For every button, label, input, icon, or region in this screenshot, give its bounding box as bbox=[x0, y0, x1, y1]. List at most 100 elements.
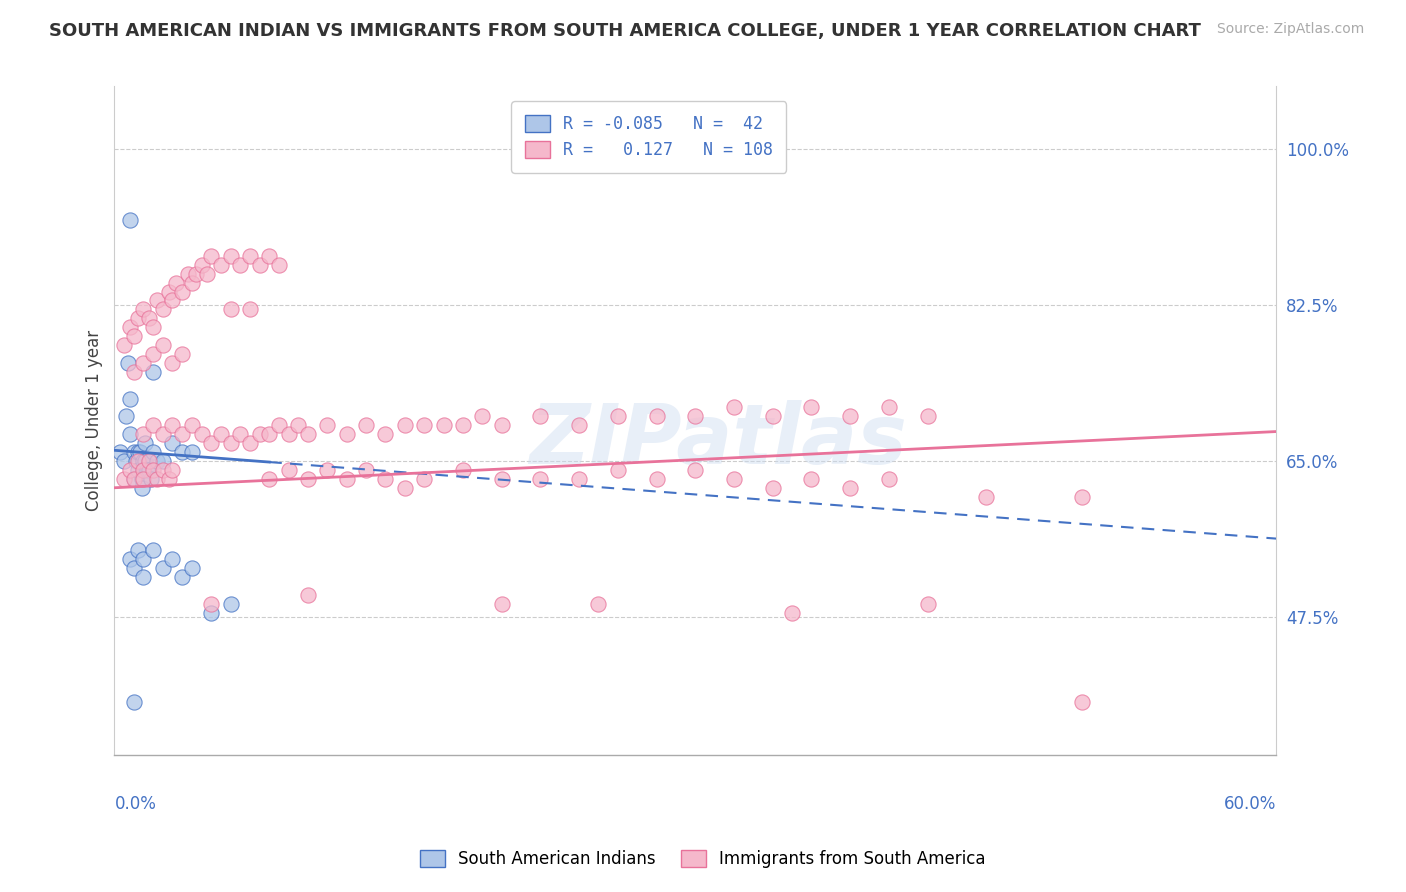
Point bbox=[471, 409, 494, 424]
Point bbox=[374, 472, 396, 486]
Point bbox=[127, 454, 149, 468]
Point bbox=[132, 356, 155, 370]
Point bbox=[172, 285, 194, 299]
Point bbox=[200, 606, 222, 620]
Point bbox=[157, 285, 180, 299]
Text: 60.0%: 60.0% bbox=[1223, 796, 1277, 814]
Point bbox=[219, 302, 242, 317]
Point bbox=[152, 454, 174, 468]
Point bbox=[142, 445, 165, 459]
Point bbox=[451, 418, 474, 433]
Point bbox=[239, 302, 262, 317]
Point bbox=[336, 472, 359, 486]
Point bbox=[131, 472, 153, 486]
Point bbox=[165, 276, 187, 290]
Point bbox=[146, 293, 169, 308]
Point bbox=[249, 258, 271, 272]
Legend: South American Indians, Immigrants from South America: South American Indians, Immigrants from … bbox=[413, 843, 993, 875]
Point bbox=[568, 472, 591, 486]
Point bbox=[190, 258, 212, 272]
Text: Source: ZipAtlas.com: Source: ZipAtlas.com bbox=[1216, 22, 1364, 37]
Point bbox=[413, 472, 436, 486]
Point bbox=[800, 401, 823, 415]
Point bbox=[316, 463, 339, 477]
Point bbox=[491, 597, 513, 611]
Point bbox=[229, 427, 252, 442]
Point bbox=[162, 356, 184, 370]
Point bbox=[190, 427, 212, 442]
Point bbox=[297, 472, 319, 486]
Point bbox=[239, 436, 262, 450]
Point bbox=[131, 481, 153, 495]
Point bbox=[162, 418, 184, 433]
Point bbox=[645, 409, 668, 424]
Point bbox=[118, 427, 141, 442]
Point bbox=[336, 427, 359, 442]
Point bbox=[297, 588, 319, 602]
Point bbox=[142, 347, 165, 361]
Point bbox=[354, 418, 377, 433]
Point bbox=[128, 445, 150, 459]
Point bbox=[762, 481, 785, 495]
Point bbox=[138, 311, 160, 326]
Point bbox=[142, 543, 165, 558]
Point bbox=[162, 552, 184, 566]
Point bbox=[152, 427, 174, 442]
Point bbox=[229, 258, 252, 272]
Point bbox=[127, 445, 149, 459]
Point bbox=[127, 311, 149, 326]
Point bbox=[762, 409, 785, 424]
Point bbox=[974, 490, 997, 504]
Point bbox=[127, 543, 149, 558]
Y-axis label: College, Under 1 year: College, Under 1 year bbox=[86, 330, 103, 511]
Point bbox=[132, 472, 155, 486]
Point bbox=[152, 463, 174, 477]
Point bbox=[588, 597, 610, 611]
Point bbox=[132, 463, 155, 477]
Point bbox=[209, 427, 232, 442]
Point bbox=[118, 463, 141, 477]
Point bbox=[122, 365, 145, 379]
Point bbox=[917, 597, 939, 611]
Point bbox=[568, 418, 591, 433]
Point bbox=[127, 463, 149, 477]
Point bbox=[118, 392, 141, 406]
Point bbox=[800, 472, 823, 486]
Point bbox=[184, 267, 207, 281]
Point bbox=[683, 463, 706, 477]
Point bbox=[354, 463, 377, 477]
Point bbox=[162, 436, 184, 450]
Point bbox=[394, 418, 416, 433]
Point bbox=[249, 427, 271, 442]
Point bbox=[219, 436, 242, 450]
Point bbox=[529, 472, 551, 486]
Point bbox=[180, 445, 202, 459]
Point bbox=[413, 418, 436, 433]
Point bbox=[110, 445, 132, 459]
Point bbox=[277, 463, 299, 477]
Point bbox=[177, 267, 200, 281]
Point bbox=[723, 401, 745, 415]
Point bbox=[180, 561, 202, 575]
Point bbox=[146, 472, 169, 486]
Text: ZIPatlas: ZIPatlas bbox=[530, 401, 907, 482]
Legend: R = -0.085   N =  42, R =   0.127   N = 108: R = -0.085 N = 42, R = 0.127 N = 108 bbox=[512, 102, 786, 173]
Point bbox=[122, 329, 145, 343]
Point bbox=[432, 418, 454, 433]
Point bbox=[134, 436, 156, 450]
Point bbox=[259, 427, 281, 442]
Point bbox=[259, 249, 281, 263]
Point bbox=[374, 427, 396, 442]
Point bbox=[267, 258, 290, 272]
Point bbox=[1071, 695, 1094, 709]
Point bbox=[132, 427, 155, 442]
Point bbox=[200, 436, 222, 450]
Point bbox=[118, 320, 141, 334]
Point bbox=[138, 463, 160, 477]
Point bbox=[142, 418, 165, 433]
Point bbox=[180, 418, 202, 433]
Point bbox=[451, 463, 474, 477]
Point bbox=[132, 454, 155, 468]
Point bbox=[122, 445, 145, 459]
Point bbox=[122, 472, 145, 486]
